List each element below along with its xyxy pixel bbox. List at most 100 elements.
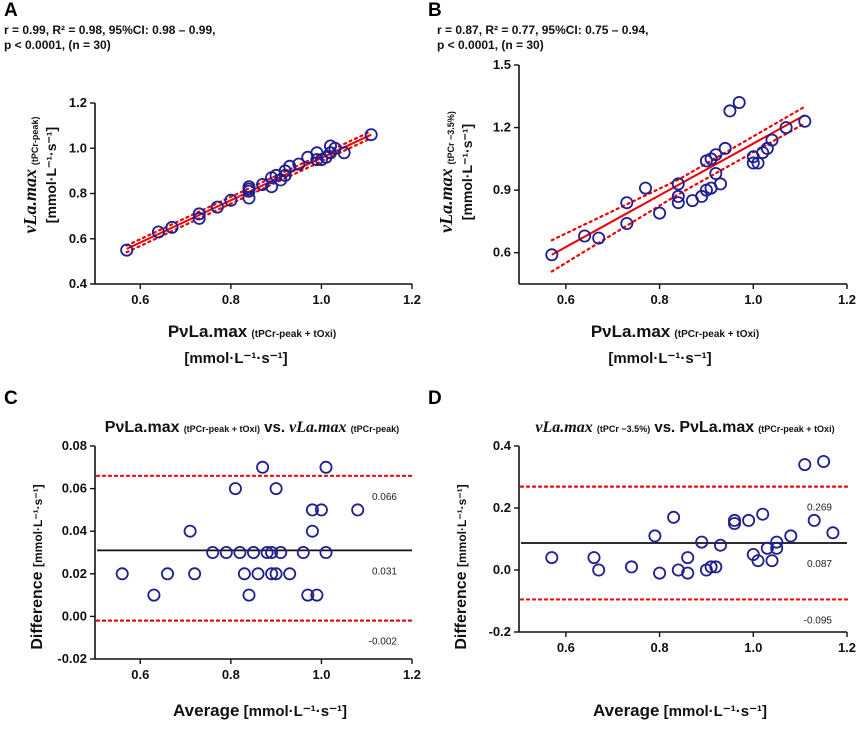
panel-d-data-point [695, 535, 709, 549]
panel-d-data-point [714, 538, 728, 552]
panel-d-data-point [587, 551, 601, 565]
panel-d-data-point [592, 563, 606, 577]
panel-b-xtick-label: 0.6 [557, 292, 575, 307]
panel-b-ci-lower-line [550, 122, 806, 273]
panel-d-data-point [728, 517, 742, 531]
panel-a-xtick-label: 0.8 [222, 292, 240, 307]
panel-b-data-point [709, 148, 723, 162]
panel-c-data-point [260, 546, 274, 560]
panel-d-data-point [709, 560, 723, 574]
panel-a-ytick-label: 1.0 [69, 140, 87, 155]
panel-a-ytick-label: 0.4 [69, 276, 88, 291]
panel-c-mean-bias-label: 0.031 [372, 566, 397, 577]
panel-b-xtick-label: 1.0 [744, 292, 762, 307]
panel-b-data-point [723, 104, 737, 118]
panel-b-data-point [620, 216, 634, 230]
panel-d-data-point [798, 458, 812, 472]
panel-d-upper-loa-label: 0.269 [807, 503, 832, 514]
panel-c-ytick-label: 0.04 [62, 523, 88, 538]
panel-d-data-point [653, 566, 667, 580]
panel-a-data-point [224, 193, 238, 207]
panel-b-ylabel-units: [mmol·L⁻¹·s⁻¹] [459, 124, 475, 220]
panel-d-data-point [770, 541, 784, 555]
panel-d-xtick-label: 1.2 [838, 640, 856, 655]
panel-b-ytick-label: 0.9 [493, 182, 511, 197]
panel-c-data-point [237, 567, 251, 581]
panel-b-data-point [671, 177, 685, 191]
panel-c-data-point [242, 588, 256, 602]
panel-b-xtick-label: 1.2 [838, 292, 856, 307]
panel-d-xlabel: Average [mmol·L⁻¹·s⁻¹] [593, 701, 767, 720]
panel-a-data-point [192, 211, 206, 225]
panel-c-data-point [314, 503, 328, 517]
panel-a-xtick-label: 1.0 [312, 292, 330, 307]
panel-d-ytick-label: 0.4 [493, 438, 512, 453]
panel-c-data-point [310, 588, 324, 602]
panel-c-data-point [233, 546, 247, 560]
panel-b-data-point [718, 141, 732, 155]
panel-c-data-point [296, 546, 310, 560]
panel-b-data-point [765, 133, 779, 147]
panel-d-data-point [704, 560, 718, 574]
panel-b-data-point [709, 166, 723, 180]
panel-label-d: D [428, 388, 442, 409]
panel-c-data-point [283, 567, 297, 581]
panel-c-data-point [188, 567, 202, 581]
panel-b-data-point [779, 121, 793, 135]
panel-d-xtick-label: 0.8 [651, 640, 669, 655]
panel-c-ytick-label: 0.02 [62, 566, 87, 581]
panel-d-data-point [826, 526, 840, 540]
panel-c-data-point [319, 460, 333, 474]
panel-d-ytick-label: 0.2 [493, 500, 511, 515]
panel-b-data-point [653, 206, 667, 220]
panel-d-data-point [770, 535, 784, 549]
panel-a-ylabel: νLa.max (tPCr-peak) [20, 117, 40, 234]
panel-c-data-point [265, 546, 279, 560]
panel-a-ylabel-units: [mmol·L⁻¹·s⁻¹] [43, 127, 59, 223]
panel-d-plot: -0.2 0.0 0.2 0.4 0.6 0.8 1.0 1.2 0.269 0.087 -0.09… [489, 438, 856, 655]
panel-b-data-point [751, 156, 765, 170]
panel-a-data-point [120, 243, 134, 257]
panel-c-data-point [319, 546, 333, 560]
panel-d-data-point [760, 541, 774, 555]
panel-a-data-point [256, 177, 270, 191]
panel-a-xtick-label: 0.6 [131, 292, 149, 307]
panel-c-data-point [351, 503, 365, 517]
panel-c-lower-loa-label: -0.002 [369, 637, 398, 648]
panel-b-plot: 0.6 0.9 1.2 1.5 0.6 0.8 1.0 1.2 [493, 57, 856, 307]
panel-d-data-point [667, 510, 681, 524]
panel-c-data-point [219, 546, 233, 560]
panel-c-data-point [251, 567, 265, 581]
panel-b-data-point [545, 248, 559, 262]
panel-b-ytick-label: 1.2 [493, 120, 511, 135]
panel-c-xtick-label: 1.2 [403, 667, 421, 682]
panel-a-ytick-label: 0.6 [69, 231, 87, 246]
panel-b-data-point [578, 229, 592, 243]
panel-b-data-point [714, 177, 728, 191]
panel-a-data-point [165, 220, 179, 234]
panel-a-ytick-label: 0.8 [69, 186, 87, 201]
panel-a-data-point [319, 150, 333, 164]
panel-b-data-point [746, 156, 760, 170]
panel-b-data-point [620, 196, 634, 210]
panel-c-data-point [269, 482, 283, 496]
panel-a-xlabel-units: [mmol·L⁻¹·s⁻¹] [184, 350, 287, 367]
panel-label-b: B [428, 0, 442, 21]
panel-d-data-point [784, 529, 798, 543]
panel-b-data-point [671, 196, 685, 210]
panel-c-xlabel: Average [mmol·L⁻¹·s⁻¹] [173, 701, 347, 720]
panel-d-data-point [681, 566, 695, 580]
panel-a-plot: 0.4 0.6 0.8 1.0 1.2 0.6 0.8 1.0 1.2 [69, 95, 421, 307]
panel-a-data-point [210, 200, 224, 214]
panel-d-data-point [681, 551, 695, 565]
panel-c-xtick-label: 0.8 [222, 667, 240, 682]
panel-b-data-point [732, 96, 746, 110]
panel-a-ytick-label: 1.2 [69, 95, 87, 110]
panel-a-data-point [292, 157, 306, 171]
panel-d-data-point [756, 507, 770, 521]
panel-d-lower-loa-label: -0.095 [804, 615, 833, 626]
panel-c-upper-loa-label: 0.066 [372, 492, 397, 503]
panel-c-ytick-label: 0.06 [62, 481, 87, 496]
panel-c-ylabel: Difference [mmol·L⁻¹·s⁻¹] [29, 484, 46, 649]
